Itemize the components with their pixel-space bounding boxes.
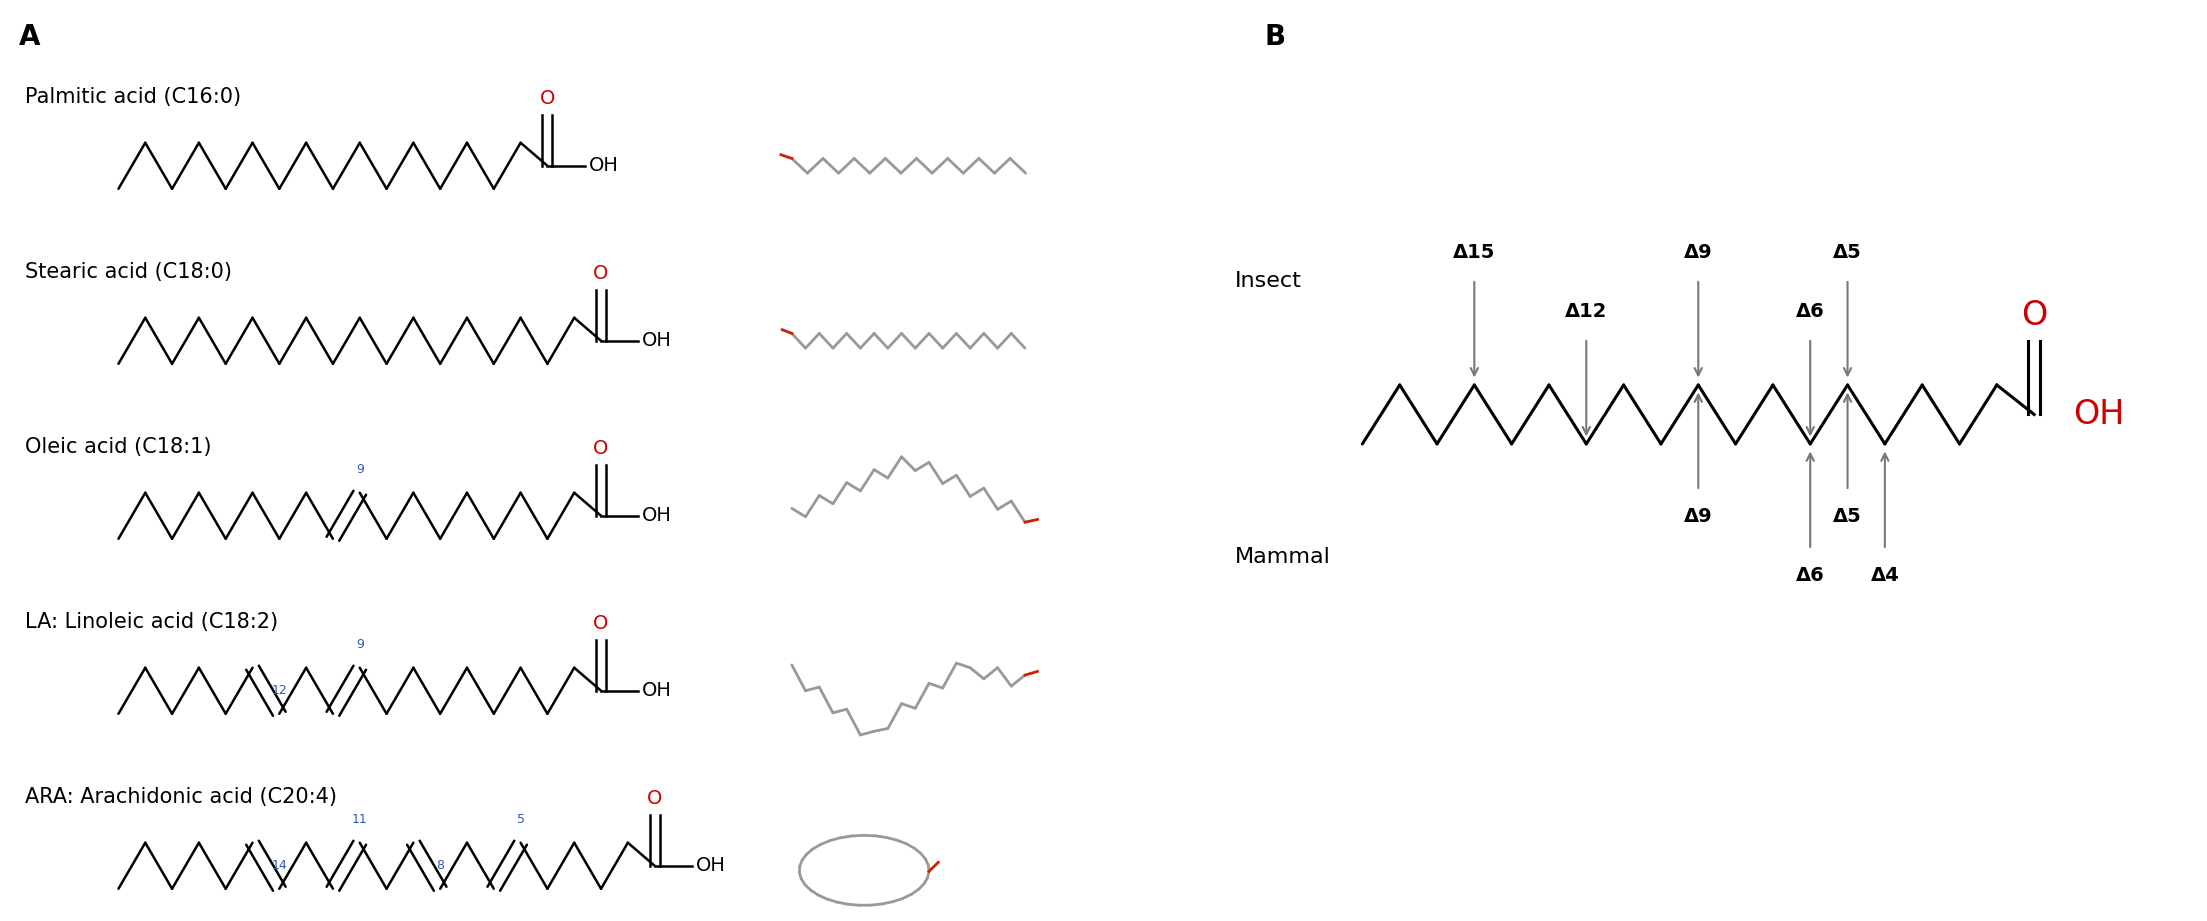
Text: 9: 9 bbox=[355, 638, 364, 651]
Text: Mammal: Mammal bbox=[1234, 547, 1331, 567]
Text: Stearic acid (C18:0): Stearic acid (C18:0) bbox=[24, 262, 232, 282]
Text: O: O bbox=[2022, 298, 2048, 332]
Text: 9: 9 bbox=[355, 463, 364, 476]
Text: Δ5: Δ5 bbox=[1834, 243, 1863, 262]
Text: Δ9: Δ9 bbox=[1684, 243, 1713, 262]
Text: Palmitic acid (C16:0): Palmitic acid (C16:0) bbox=[24, 87, 241, 107]
Text: O: O bbox=[541, 88, 556, 108]
Text: ARA: Arachidonic acid (C20:4): ARA: Arachidonic acid (C20:4) bbox=[24, 787, 338, 807]
Text: Δ15: Δ15 bbox=[1452, 243, 1496, 262]
Text: Insect: Insect bbox=[1234, 271, 1302, 291]
Text: Δ9: Δ9 bbox=[1684, 507, 1713, 527]
Text: LA: Linoleic acid (C18:2): LA: Linoleic acid (C18:2) bbox=[24, 612, 278, 632]
Text: 11: 11 bbox=[351, 813, 369, 826]
Text: B: B bbox=[1265, 23, 1284, 51]
Text: OH: OH bbox=[695, 857, 726, 875]
Text: O: O bbox=[647, 788, 662, 808]
Text: Δ6: Δ6 bbox=[1796, 566, 1825, 586]
Text: OH: OH bbox=[589, 157, 618, 175]
Text: Δ6: Δ6 bbox=[1796, 302, 1825, 321]
Text: 8: 8 bbox=[437, 859, 444, 872]
Text: OH: OH bbox=[2072, 398, 2125, 431]
Text: 14: 14 bbox=[271, 859, 287, 872]
Text: OH: OH bbox=[642, 682, 673, 700]
Text: O: O bbox=[594, 438, 609, 458]
Text: O: O bbox=[594, 613, 609, 633]
Text: Oleic acid (C18:1): Oleic acid (C18:1) bbox=[24, 437, 212, 457]
Text: OH: OH bbox=[642, 332, 673, 350]
Text: OH: OH bbox=[642, 507, 673, 525]
Text: 12: 12 bbox=[271, 684, 287, 697]
Text: Δ5: Δ5 bbox=[1834, 507, 1863, 527]
Text: 5: 5 bbox=[516, 813, 525, 826]
Text: Δ12: Δ12 bbox=[1565, 302, 1607, 321]
Text: O: O bbox=[594, 263, 609, 283]
Text: A: A bbox=[18, 23, 40, 51]
Text: Δ4: Δ4 bbox=[1872, 566, 1900, 586]
